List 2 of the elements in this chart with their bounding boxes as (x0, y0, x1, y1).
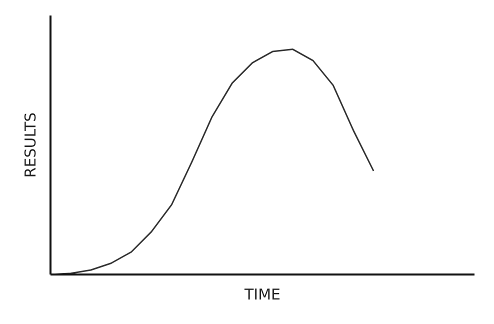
x-axis-title: TIME (243, 286, 281, 304)
y-axis-title: RESULTS (22, 112, 40, 178)
